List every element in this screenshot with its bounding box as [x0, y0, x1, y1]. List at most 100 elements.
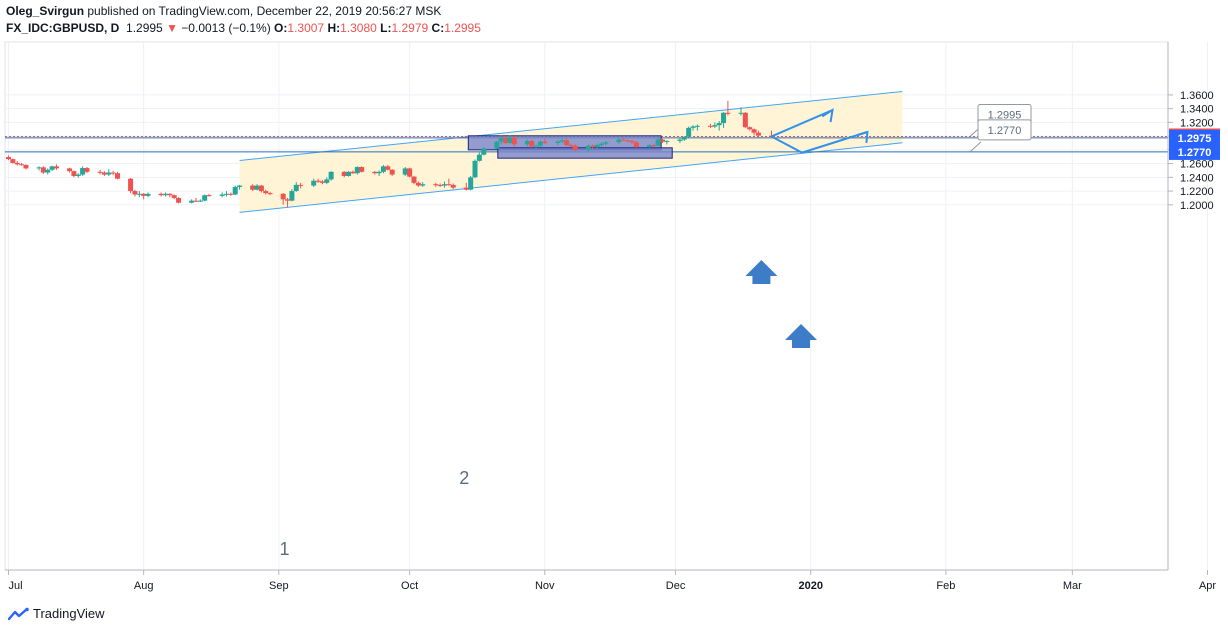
- candle: [376, 170, 382, 176]
- candle: [415, 181, 421, 187]
- candle-body: [101, 172, 107, 175]
- candle-body: [677, 139, 683, 141]
- candle-body: [616, 139, 622, 143]
- candle-body: [747, 127, 753, 130]
- projection-paths: [771, 108, 869, 154]
- high-label: H:: [327, 21, 341, 35]
- candle: [507, 135, 513, 144]
- candle-body: [385, 166, 391, 170]
- candle-body: [19, 164, 25, 166]
- candle: [110, 171, 116, 176]
- publisher-name[interactable]: Oleg_Svirgun: [6, 4, 85, 18]
- candle-body: [40, 167, 46, 173]
- candle: [625, 139, 631, 143]
- candle-body: [206, 195, 212, 197]
- candle: [49, 165, 55, 172]
- low-label: L:: [380, 21, 392, 35]
- candle-body: [603, 142, 609, 144]
- price-tick-label: 1.3200: [1180, 117, 1214, 129]
- candle: [690, 125, 696, 131]
- candle: [319, 180, 325, 185]
- time-tick-label: Sep: [269, 580, 289, 592]
- candle: [420, 182, 426, 187]
- candle: [136, 191, 142, 198]
- candle-body: [442, 184, 447, 186]
- candle-body: [694, 125, 700, 127]
- candle: [193, 197, 199, 203]
- candle: [564, 138, 570, 147]
- time-tick-label: Oct: [401, 580, 418, 592]
- candle-body: [433, 184, 439, 186]
- price-tick-label: 1.2600: [1180, 159, 1214, 171]
- candle: [36, 166, 42, 171]
- candle: [71, 170, 77, 178]
- candle-body: [568, 145, 574, 147]
- candle: [189, 199, 195, 204]
- published-text: published on TradingView.com, December 2…: [84, 4, 442, 18]
- candle-body: [476, 154, 482, 161]
- candle-body: [341, 171, 347, 176]
- wave-label-2: 2: [459, 468, 469, 488]
- candle: [315, 178, 321, 183]
- candle: [197, 199, 203, 203]
- candle-body: [681, 136, 687, 140]
- candle-body: [690, 126, 696, 128]
- candle: [162, 192, 168, 197]
- candle-body: [254, 185, 260, 190]
- candle-body: [202, 195, 208, 201]
- time-axis[interactable]: Jul Aug Sep Oct Nov Dec 2020 Feb Mar Apr: [8, 570, 1217, 592]
- candle-body: [97, 171, 103, 173]
- candle-body: [594, 145, 600, 148]
- candle: [232, 185, 238, 196]
- candle: [633, 140, 639, 148]
- candle: [407, 167, 413, 178]
- candle: [285, 197, 291, 208]
- candle: [228, 192, 234, 196]
- candle: [620, 138, 626, 141]
- candle: [40, 166, 46, 174]
- candle: [555, 140, 561, 146]
- candle-body: [10, 159, 16, 163]
- open-value: 1.3007: [287, 21, 325, 35]
- candle-body: [311, 180, 317, 186]
- retest-projection-path: [771, 131, 868, 154]
- candle-body: [742, 112, 748, 128]
- candle: [450, 183, 456, 190]
- candle-body: [598, 143, 604, 146]
- candle-body: [258, 185, 264, 192]
- candle: [372, 171, 378, 175]
- candle-body: [503, 138, 509, 143]
- candle: [350, 170, 356, 174]
- candle-body: [481, 148, 487, 155]
- candle-body: [145, 193, 151, 196]
- candle-body: [463, 187, 469, 190]
- candle: [115, 171, 120, 180]
- candle: [716, 121, 722, 131]
- candle: [128, 178, 134, 194]
- candle-body: [298, 184, 304, 186]
- candle-body: [162, 193, 168, 196]
- candle-body: [6, 157, 11, 160]
- candle: [660, 138, 665, 143]
- candle-body: [315, 180, 321, 182]
- candle: [603, 140, 609, 146]
- candle-body: [45, 169, 51, 173]
- candle: [585, 144, 591, 152]
- candle-body: [49, 166, 55, 170]
- candle-body: [755, 132, 761, 136]
- price-tag-box: [1169, 129, 1220, 146]
- candle: [725, 100, 731, 116]
- candle-body: [468, 177, 474, 190]
- footer-brand[interactable]: TradingView: [8, 606, 105, 621]
- candle-body: [267, 193, 273, 195]
- candle: [298, 182, 304, 189]
- candle-body: [620, 139, 626, 141]
- candle: [171, 194, 177, 200]
- candle-body: [450, 184, 456, 188]
- candle-body: [411, 176, 417, 183]
- candle-body: [224, 193, 229, 195]
- price-tick-label: 1.3600: [1180, 90, 1214, 102]
- open-label: O:: [274, 21, 288, 35]
